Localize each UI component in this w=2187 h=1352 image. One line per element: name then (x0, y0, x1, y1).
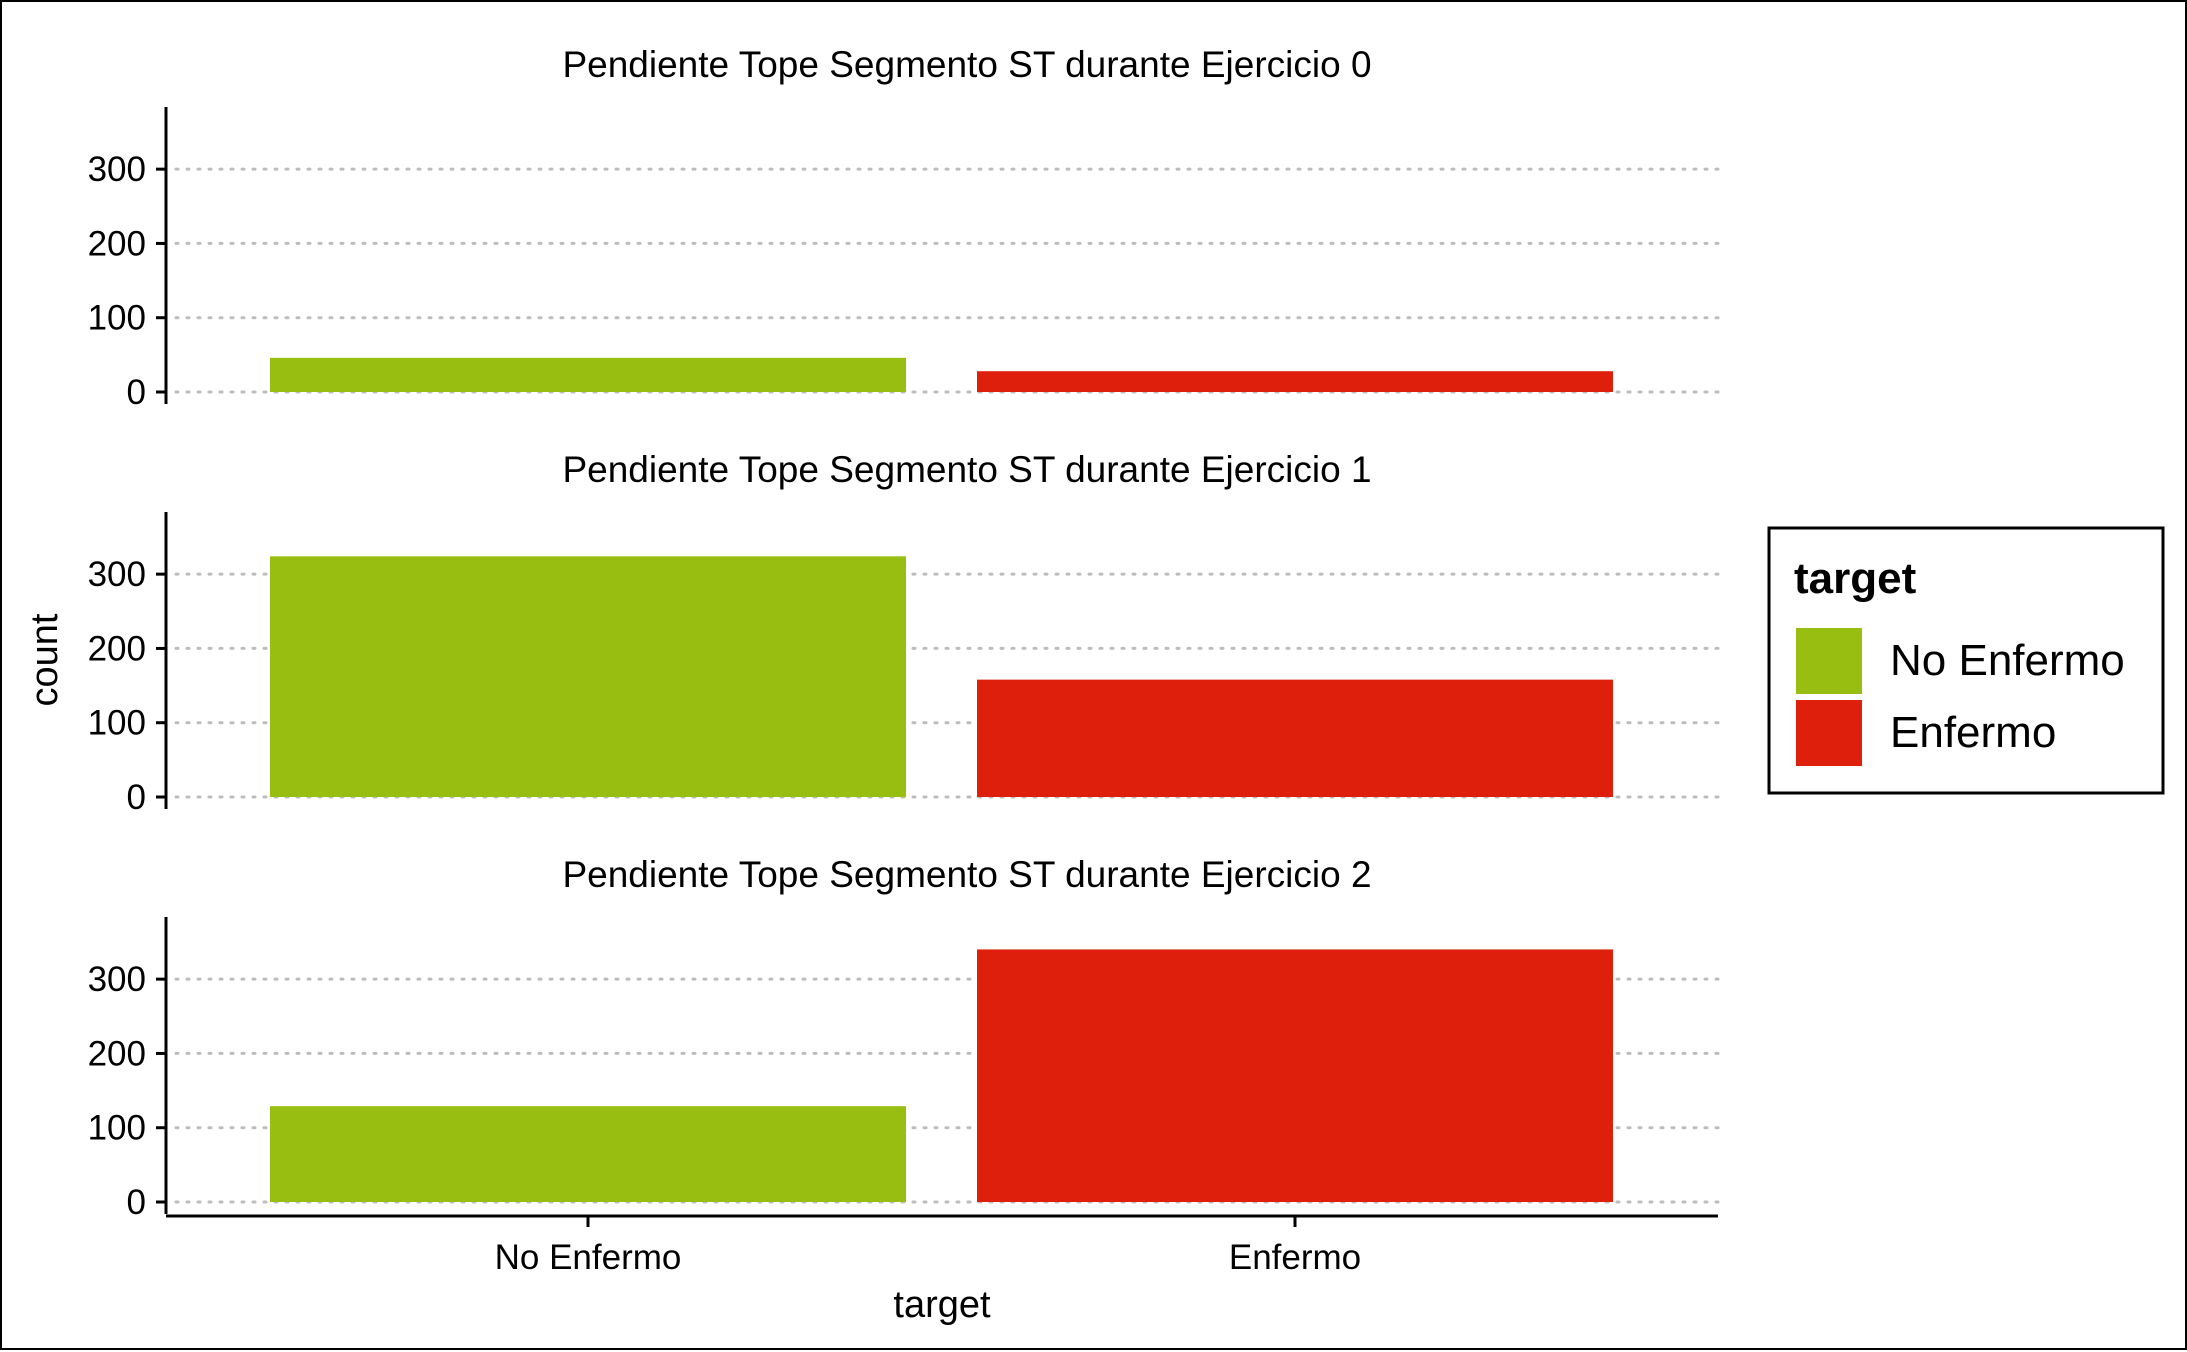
facet-panel-2: Pendiente Tope Segmento ST durante Ejerc… (88, 854, 1720, 1222)
bar-no-enfermo (270, 1106, 906, 1202)
y-tick-label: 300 (88, 555, 146, 594)
y-tick-label: 0 (127, 373, 146, 412)
y-tick-label: 100 (88, 704, 146, 743)
legend-label: Enfermo (1890, 708, 2056, 757)
bar-enfermo (977, 949, 1613, 1202)
bar-no-enfermo (270, 556, 906, 797)
y-tick-label: 0 (127, 778, 146, 817)
y-tick-label: 200 (88, 224, 146, 263)
y-tick-label: 100 (88, 299, 146, 338)
y-tick-label: 100 (88, 1109, 146, 1148)
y-tick-label: 200 (88, 629, 146, 668)
bar-no-enfermo (270, 357, 906, 392)
y-tick-label: 0 (127, 1183, 146, 1222)
panel-title: Pendiente Tope Segmento ST durante Ejerc… (562, 449, 1371, 490)
y-tick-label: 300 (88, 150, 146, 189)
legend-title: target (1794, 554, 1917, 603)
legend-key-enfermo (1796, 700, 1862, 766)
facet-panel-1: Pendiente Tope Segmento ST durante Ejerc… (88, 449, 1720, 817)
panel-title: Pendiente Tope Segmento ST durante Ejerc… (562, 854, 1371, 895)
x-axis-title: target (893, 1284, 991, 1326)
y-axis-title: count (24, 613, 66, 706)
y-tick-label: 300 (88, 960, 146, 999)
bar-enfermo (977, 679, 1613, 797)
legend-key-no-enfermo (1796, 628, 1862, 694)
y-tick-label: 200 (88, 1034, 146, 1073)
x-tick-label: No Enfermo (495, 1238, 682, 1277)
legend: target No Enfermo Enfermo (1767, 526, 2165, 795)
legend-label: No Enfermo (1890, 636, 2125, 685)
bar-enfermo (977, 371, 1613, 392)
x-tick-label: Enfermo (1229, 1238, 1361, 1277)
facet-panel-0: Pendiente Tope Segmento ST durante Ejerc… (88, 44, 1720, 412)
panel-title: Pendiente Tope Segmento ST durante Ejerc… (562, 44, 1371, 85)
